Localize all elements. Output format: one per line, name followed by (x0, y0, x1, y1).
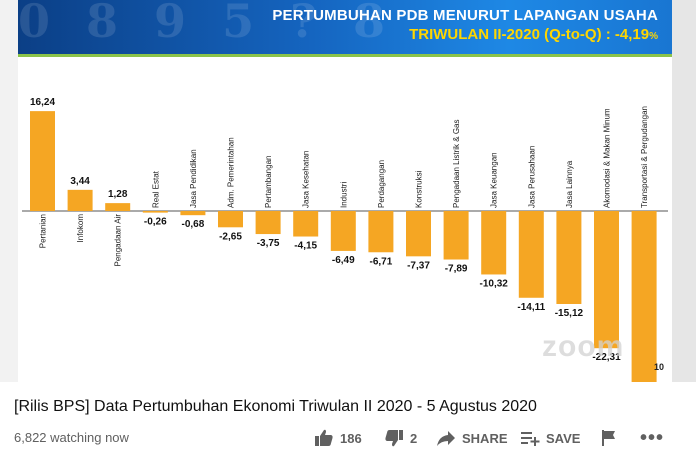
bar-value-label: -15,12 (555, 308, 584, 319)
category-label: Jasa Kesehatan (302, 151, 311, 208)
more-actions-button[interactable]: ••• (640, 426, 664, 450)
bar-9 (330, 211, 356, 251)
category-label: Real Estat (151, 170, 160, 208)
bar-1 (30, 111, 55, 211)
category-label: Pertanian (39, 214, 48, 248)
gdp-growth-bar-chart: 16,24 Pertanian 3,44 Infokom 1,28 Pengadaan A… (22, 97, 668, 382)
share-arrow-icon (437, 431, 455, 446)
subtitle-text: TRIWULAN II-2020 (Q-to-Q) : -4,19 (409, 26, 650, 43)
share-label: SHARE (462, 430, 508, 446)
bar-5 (180, 211, 206, 216)
like-count: 186 (340, 430, 362, 446)
bar-3 (105, 203, 131, 211)
category-label: Jasa Pendidikan (189, 149, 198, 208)
live-viewer-count: 6,822 watching now (14, 430, 129, 445)
bar-value-label: -10,32 (480, 278, 509, 289)
bar-14 (518, 211, 544, 298)
more-dots-icon: ••• (640, 427, 665, 449)
bar-6 (218, 211, 243, 228)
bar-7 (255, 211, 281, 235)
bar-12 (443, 211, 469, 260)
category-label: Adm. Pemerintahan (227, 137, 236, 208)
flag-icon (602, 430, 615, 446)
save-label: SAVE (546, 430, 581, 446)
bar-value-label: -0,68 (182, 219, 205, 230)
save-button[interactable]: SAVE (520, 426, 580, 450)
banner-stripe (18, 54, 672, 57)
bar-8 (293, 211, 319, 237)
bar-16 (594, 211, 619, 349)
bar-value-label: -14,11 (517, 302, 545, 313)
video-title: [Rilis BPS] Data Pertumbuhan Ekonomi Tri… (14, 398, 537, 415)
video-side-area (672, 0, 696, 382)
presentation-slide: 0 8 9 5 ? 8 PERTUMBUHAN PDB MENURUT LAPA… (18, 0, 672, 382)
slide-header-banner: 0 8 9 5 ? 8 PERTUMBUHAN PDB MENURUT LAPA… (18, 0, 672, 54)
share-button[interactable]: SHARE (436, 426, 508, 450)
bar-value-label: -3,75 (257, 238, 280, 249)
like-button[interactable]: 186 (314, 426, 362, 450)
slide-title: PERTUMBUHAN PDB MENURUT LAPANGAN USAHA (272, 7, 658, 24)
bar-value-label: -6,71 (370, 256, 393, 267)
slide-subtitle: TRIWULAN II-2020 (Q-to-Q) : -4,19% (409, 26, 658, 43)
bar-value-label: 3,44 (70, 176, 90, 187)
bar-value-label: -2,65 (219, 231, 242, 242)
bar-value-label: -7,89 (445, 264, 468, 275)
dislike-button[interactable]: 2 (384, 426, 417, 450)
category-label: Pengadaan Listrik & Gas (452, 120, 461, 209)
bar-15 (556, 211, 582, 304)
category-label: Jasa Keuangan (490, 152, 499, 208)
bar-10 (368, 211, 394, 253)
zoom-watermark: zoom (542, 330, 625, 363)
bar-value-label: -6,49 (332, 255, 355, 266)
thumbs-down-icon (385, 430, 403, 447)
subtitle-percent: % (649, 31, 658, 42)
bar-value-label: -22,31 (592, 352, 621, 363)
bar-value-label: 1,28 (108, 189, 128, 200)
category-label: Jasa Lainnya (565, 160, 574, 208)
thumbs-up-icon (315, 429, 333, 446)
category-label: Pengadaan Air (114, 214, 123, 267)
bar-17 (631, 211, 657, 382)
report-button[interactable] (600, 426, 624, 450)
banner-decoration: 0 8 9 5 ? 8 (18, 0, 396, 48)
category-label: Perdagangan (377, 160, 386, 208)
playlist-add-icon (521, 432, 540, 446)
bar-value-label: -4,15 (294, 241, 317, 252)
bar-value-label: -0,26 (144, 217, 167, 228)
category-label: Infokom (76, 214, 85, 243)
bar-4 (142, 211, 168, 213)
category-label: Jasa Perusahaan (527, 146, 536, 208)
bar-2 (67, 189, 93, 211)
category-label: Transportasi & Pergudangan (640, 106, 649, 208)
video-player[interactable]: 0 8 9 5 ? 8 PERTUMBUHAN PDB MENURUT LAPA… (0, 0, 696, 382)
category-label: Pertambangan (264, 156, 273, 208)
bar-value-label: -7,37 (407, 260, 430, 271)
bar-11 (406, 211, 431, 257)
category-label: Konstruksi (415, 170, 424, 208)
category-label: Industri (339, 182, 348, 208)
dislike-count: 2 (410, 430, 418, 446)
bar-13 (481, 211, 507, 275)
category-label: Akomodasi & Makan Minum (603, 108, 612, 208)
bar-value-label: 16,24 (30, 97, 55, 108)
slide-page-number: 10 (654, 362, 665, 372)
